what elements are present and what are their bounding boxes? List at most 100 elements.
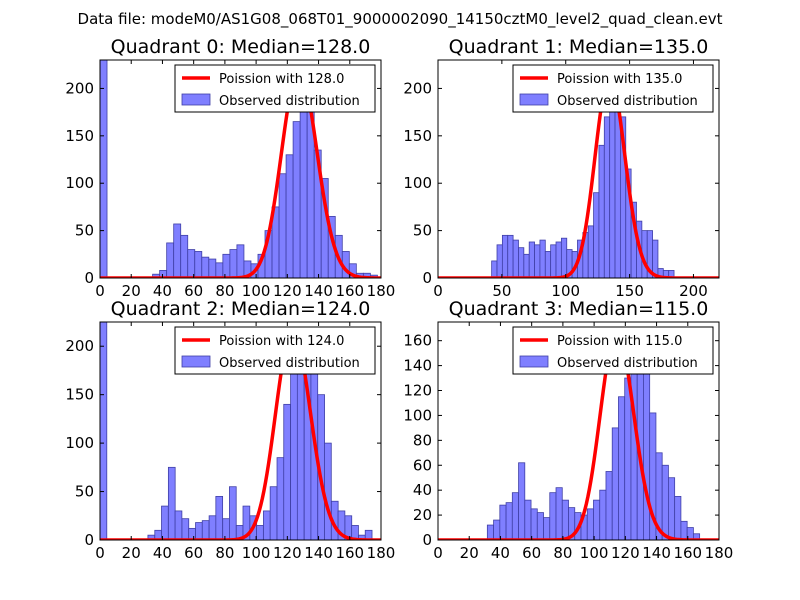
histogram-bar [501, 234, 509, 278]
histogram-bar [167, 466, 176, 540]
x-tick-label: 50 [492, 282, 511, 300]
histogram-bar [518, 462, 526, 540]
histogram-bar [643, 367, 651, 540]
histogram-bar [222, 253, 231, 278]
histogram-bar [630, 352, 638, 540]
histogram-bar [194, 251, 203, 278]
quadrant-1-legend: Poission with 135.0 Observed distribution [512, 64, 714, 113]
y-tick-label: 160 [403, 332, 432, 350]
histogram-bar [507, 234, 514, 278]
y-tick-label: 0 [422, 269, 432, 287]
y-tick-label: 200 [65, 337, 94, 355]
x-tick-label: 140 [304, 544, 333, 562]
legend-bar-swatch [519, 355, 549, 368]
histogram-bar [603, 116, 611, 278]
histogram-bar [605, 471, 613, 540]
x-tick-label: 150 [615, 282, 644, 300]
histogram-bar [201, 256, 210, 278]
histogram-bar [550, 244, 557, 278]
x-tick-label: 200 [679, 282, 708, 300]
histogram-bar [593, 192, 600, 278]
histogram-bar [587, 225, 594, 278]
x-tick-label: 140 [304, 282, 333, 300]
histogram-bar [543, 517, 551, 540]
y-tick-label: 50 [413, 222, 432, 240]
histogram-bar [534, 244, 541, 278]
histogram-bar [493, 519, 501, 540]
quadrant-2-legend: Poission with 124.0 Observed distribution [174, 326, 376, 375]
histogram-bar [187, 249, 196, 278]
x-tick-label: 80 [215, 282, 234, 300]
histogram-bar [290, 355, 298, 540]
histogram-bar [299, 111, 308, 278]
y-tick-label: 50 [75, 483, 94, 501]
legend-line-label: Poission with 115.0 [557, 334, 682, 349]
histogram-bar [674, 495, 682, 540]
legend-bar-label: Observed distribution [557, 94, 698, 109]
histogram-bar [201, 520, 210, 540]
histogram-bar [208, 258, 217, 278]
histogram-bar [555, 487, 563, 540]
y-tick-label: 0 [422, 531, 432, 549]
figure-suptitle: Data file: modeM0/AS1G08_068T01_90000020… [78, 10, 723, 29]
quadrant-3-title: Quadrant 3: Median=115.0 [449, 298, 709, 320]
histogram-bar [208, 515, 217, 540]
quadrant-2-title: Quadrant 2: Median=124.0 [111, 298, 371, 320]
histogram-bar [174, 510, 183, 540]
histogram-bar [524, 499, 532, 540]
histogram-bar [652, 239, 659, 278]
legend-line-label: Poission with 124.0 [219, 334, 344, 349]
x-tick-label: 140 [642, 544, 671, 562]
x-tick-label: 100 [580, 544, 609, 562]
histogram-bar [100, 322, 108, 540]
histogram-bar [511, 492, 519, 540]
histogram-bar [555, 241, 562, 278]
histogram-bar [539, 239, 546, 278]
histogram-bar [278, 173, 287, 278]
legend-bar-label: Observed distribution [219, 356, 360, 371]
legend-line-label: Poission with 128.0 [219, 72, 344, 87]
histogram-bar [292, 121, 301, 278]
histogram-bar [263, 510, 271, 540]
x-tick-label: 20 [122, 282, 141, 300]
x-tick-label: 160 [335, 544, 364, 562]
histogram-bar [285, 154, 294, 278]
y-tick-label: 120 [403, 382, 432, 400]
legend-bar-label: Observed distribution [557, 356, 698, 371]
x-tick-label: 80 [553, 544, 572, 562]
histogram-bar [180, 234, 189, 278]
histogram-bar [215, 495, 224, 540]
y-tick-label: 200 [65, 79, 94, 97]
legend-bar-swatch [181, 93, 211, 106]
histogram-bar [351, 525, 359, 540]
y-tick-label: 100 [403, 406, 432, 424]
legend-bar-swatch [519, 93, 549, 106]
y-tick-label: 80 [413, 431, 432, 449]
histogram-bar [496, 244, 503, 278]
x-tick-label: 180 [367, 544, 396, 562]
histogram-bar [611, 427, 619, 540]
histogram-bar [173, 223, 182, 278]
histogram-bar [523, 253, 530, 278]
x-tick-label: 120 [273, 544, 302, 562]
x-tick-label: 160 [335, 282, 364, 300]
y-tick-label: 0 [84, 269, 94, 287]
histogram-bar [598, 144, 605, 278]
x-tick-label: 100 [242, 544, 271, 562]
x-tick-label: 180 [705, 544, 734, 562]
histogram-bar [624, 377, 632, 540]
histogram-bar [618, 396, 626, 540]
histogram-bar [668, 477, 676, 540]
histogram-bar [283, 403, 291, 540]
quadrant-0-axes [99, 59, 382, 279]
histogram-bar [499, 504, 507, 540]
legend-bar-swatch [181, 355, 211, 368]
x-tick-label: 0 [95, 282, 105, 300]
histogram-bar [236, 244, 245, 278]
x-tick-label: 120 [611, 544, 640, 562]
y-tick-label: 20 [413, 506, 432, 524]
y-tick-label: 150 [403, 127, 432, 145]
histogram-bar [100, 60, 108, 278]
x-tick-label: 40 [153, 282, 172, 300]
x-tick-label: 100 [551, 282, 580, 300]
